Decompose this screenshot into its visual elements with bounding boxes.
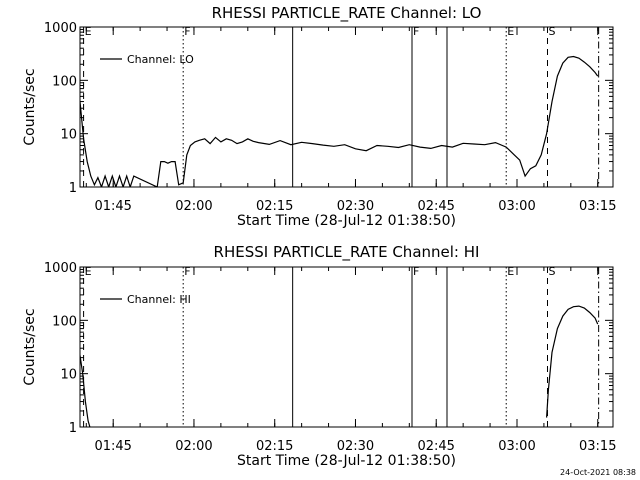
y-axis-label: Counts/sec — [22, 68, 38, 145]
x-tick-label: 02:30 — [337, 439, 374, 454]
x-tick-label: 01:45 — [94, 439, 131, 454]
event-label: F — [184, 25, 190, 38]
x-tick-label: 02:45 — [417, 199, 454, 214]
x-tick-label: 02:15 — [256, 439, 293, 454]
x-tick-label: 03:15 — [579, 439, 616, 454]
plot-frame — [79, 266, 614, 428]
y-tick-label: 100 — [52, 74, 77, 89]
event-label: S — [548, 25, 555, 38]
x-tick-label: 02:15 — [256, 199, 293, 214]
y-tick-label: 1000 — [44, 21, 77, 36]
x-tick-label: 03:00 — [498, 199, 535, 214]
x-tick-label: 03:00 — [498, 439, 535, 454]
x-tick-label: 02:45 — [417, 439, 454, 454]
chart-panel-hi: RHESSI PARTICLE_RATE Channel: HI 1 10 100 10… — [22, 243, 616, 469]
series-line-hi — [80, 355, 91, 427]
y-tick-label: 100 — [52, 314, 77, 329]
plot-frame — [79, 26, 614, 188]
y-axis-label: Counts/sec — [22, 308, 38, 385]
chart-panel-lo: RHESSI PARTICLE_RATE Channel: LO 1 10 100 10… — [22, 4, 616, 229]
event-label: E — [507, 265, 514, 278]
y-tick-label: 10 — [60, 128, 77, 143]
x-axis-label: Start Time (28-Jul-12 01:38:50) — [237, 213, 456, 229]
x-tick-label: 02:00 — [175, 439, 212, 454]
legend-label: Channel: LO — [127, 53, 194, 66]
x-tick-label: 03:15 — [579, 199, 616, 214]
legend-label: Channel: HI — [127, 293, 191, 306]
event-label: F — [184, 265, 190, 278]
x-tick-label: 02:30 — [337, 199, 374, 214]
y-tick-label: 1 — [69, 181, 77, 196]
x-axis-label: Start Time (28-Jul-12 01:38:50) — [237, 453, 456, 469]
event-label: F — [413, 25, 419, 38]
event-label: E — [85, 25, 92, 38]
chart-title: RHESSI PARTICLE_RATE Channel: HI — [214, 243, 480, 262]
y-tick-label: 1000 — [44, 261, 77, 276]
event-label: F — [413, 265, 419, 278]
event-label: E — [507, 25, 514, 38]
event-label: E — [85, 265, 92, 278]
y-tick-label: 1 — [69, 421, 77, 436]
event-label: S — [548, 265, 555, 278]
y-tick-label: 10 — [60, 368, 77, 383]
series-line-hi — [546, 305, 599, 418]
chart-title: RHESSI PARTICLE_RATE Channel: LO — [212, 4, 482, 23]
x-tick-label: 02:00 — [175, 199, 212, 214]
x-tick-label: 01:45 — [94, 199, 131, 214]
series-line-lo — [80, 55, 599, 187]
timestamp: 24-Oct-2021 08:38 — [560, 468, 636, 477]
